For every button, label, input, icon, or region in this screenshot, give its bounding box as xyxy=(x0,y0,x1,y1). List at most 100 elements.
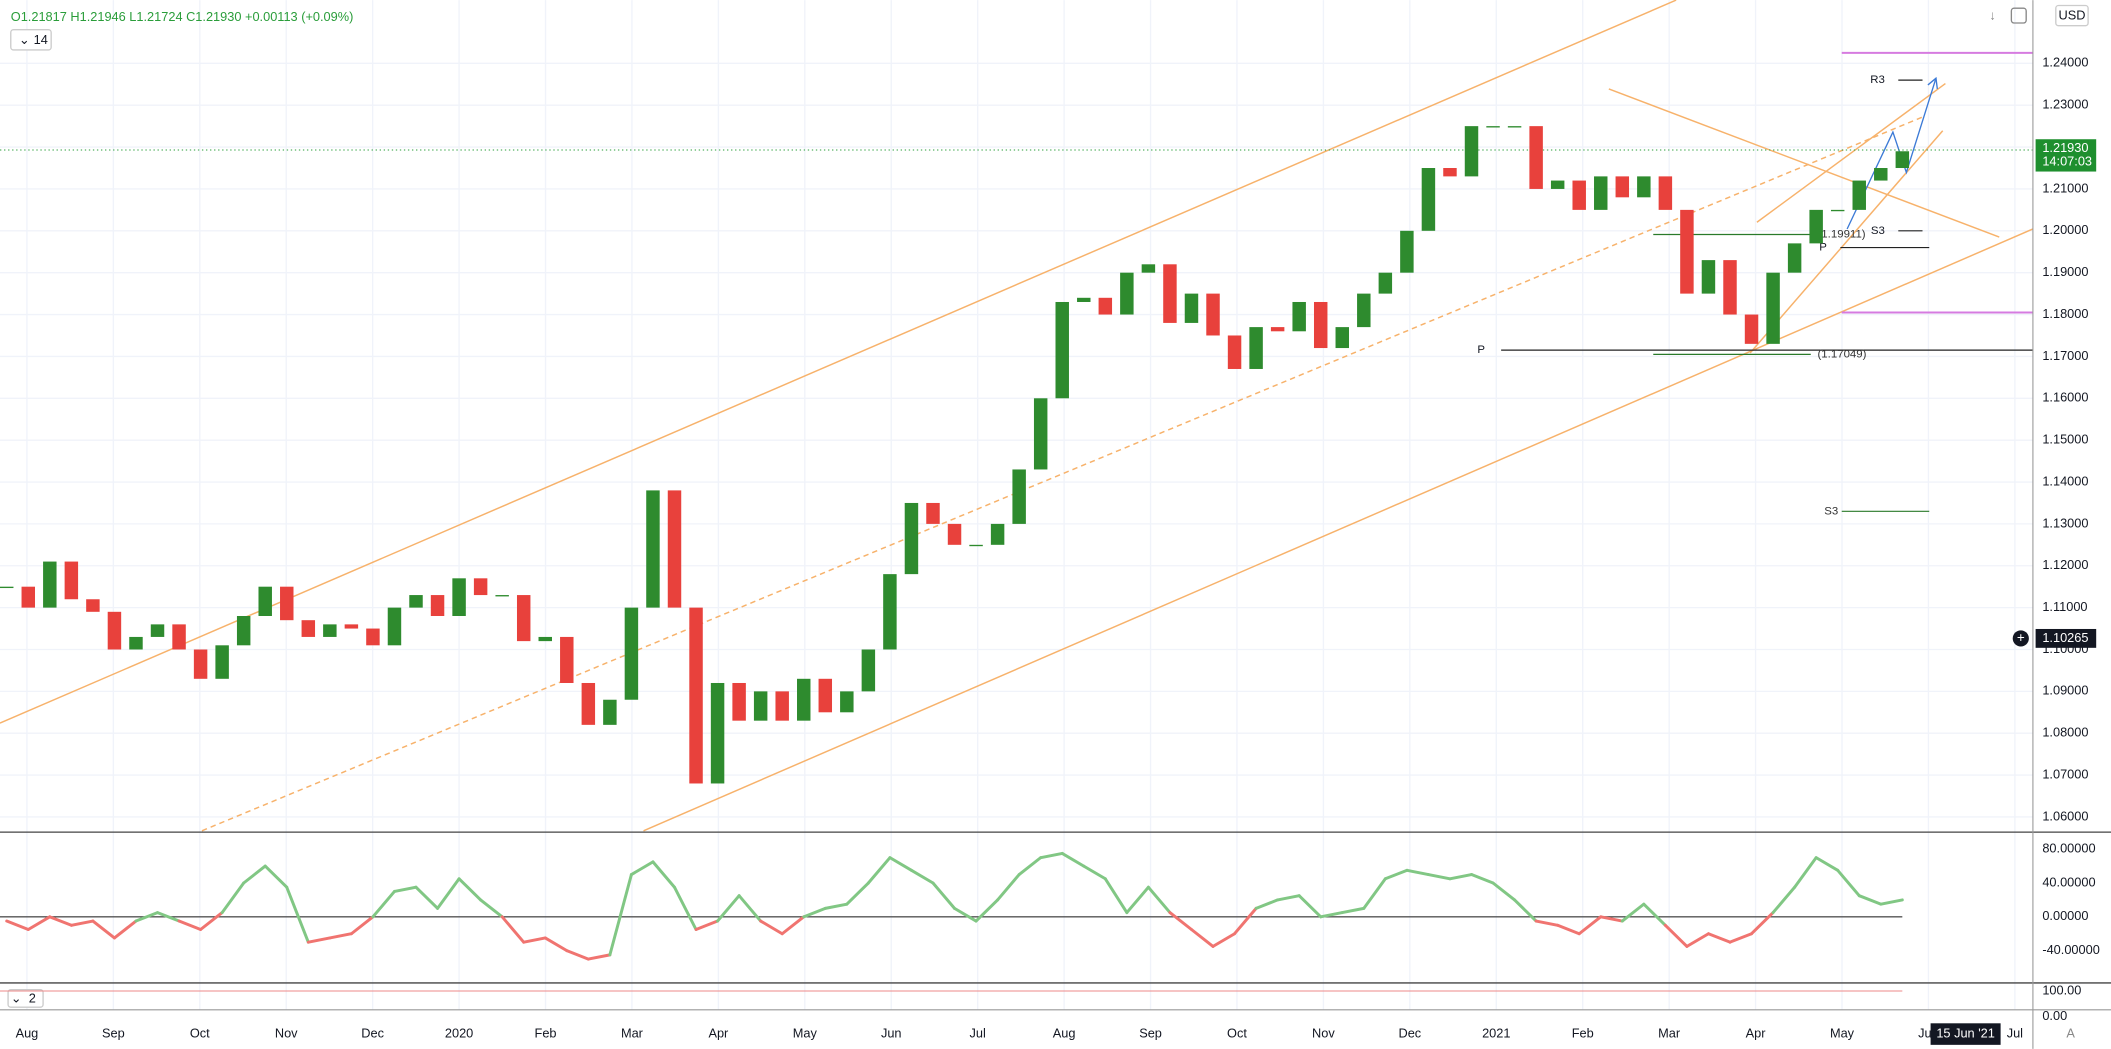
y-tick-label: 1.23000 xyxy=(2042,97,2088,112)
add-button xyxy=(2012,630,2029,647)
oscillator-segment xyxy=(1017,856,1043,877)
indicator-1-button[interactable] xyxy=(10,29,52,51)
candle-body xyxy=(926,502,940,524)
x-tick-label: May xyxy=(793,1025,818,1040)
x-tick-label: Jun xyxy=(881,1025,902,1040)
y-tick-label: 1.09000 xyxy=(2042,683,2088,698)
candle-body xyxy=(1787,243,1802,273)
candle-body xyxy=(1895,151,1910,169)
y-tick-label: 1.12000 xyxy=(2042,557,2088,572)
y-tick-label: 0.00 xyxy=(2042,1008,2067,1023)
candle-body xyxy=(710,682,725,784)
candle-body xyxy=(990,523,1005,545)
axes: 1.060001.070001.080001.090001.100001.110… xyxy=(16,55,2100,1045)
collapse-icon[interactable]: ⌄ xyxy=(11,990,22,1005)
x-tick-label: Aug xyxy=(1053,1025,1076,1040)
y-tick-label: 1.19000 xyxy=(2042,264,2088,279)
x-tick-label: Aug xyxy=(16,1025,39,1040)
oscillator-segment xyxy=(349,915,375,936)
add-icon[interactable]: + xyxy=(2017,630,2025,645)
oscillator-segment xyxy=(1082,864,1107,881)
candle-body xyxy=(1098,297,1113,315)
level-label: P xyxy=(1477,344,1485,356)
candle-body xyxy=(1874,168,1888,181)
oscillator-segment xyxy=(48,915,73,927)
y-tick-label: 80.00000 xyxy=(2042,841,2095,856)
candle-body xyxy=(21,586,36,608)
oscillator-segment xyxy=(414,885,440,910)
oscillator-segment xyxy=(953,906,978,923)
last-price-label: 1.21930 xyxy=(2042,140,2088,155)
currency-button[interactable] xyxy=(2055,4,2089,27)
candle-body xyxy=(280,586,294,621)
candle-body xyxy=(0,586,14,589)
fullscreen-icon[interactable] xyxy=(2010,7,2027,24)
oscillator-segment xyxy=(866,856,892,885)
x-tick-label: Dec xyxy=(361,1025,384,1040)
oscillator-segment xyxy=(629,860,655,877)
collapse-icon[interactable]: ⌄ xyxy=(19,32,30,47)
candle-body xyxy=(1357,293,1371,328)
candle-body xyxy=(43,561,57,608)
ohlc-legend: O1.21817 H1.21946 L1.21724 C1.21930 +0.0… xyxy=(11,9,354,24)
grid xyxy=(0,0,2033,1010)
candle-body xyxy=(1378,272,1393,294)
oscillator-segment xyxy=(479,898,504,919)
y-tick-label: 1.11000 xyxy=(2042,599,2087,614)
oscillator-segment xyxy=(1706,932,1732,944)
oscillator-segment xyxy=(199,911,224,931)
candle-body xyxy=(840,691,854,713)
candle-body xyxy=(1701,260,1716,294)
oscillator-segment xyxy=(69,919,95,927)
oscillator-segment xyxy=(26,915,52,931)
candle-body xyxy=(603,699,617,725)
oscillator-segment xyxy=(1879,898,1904,906)
candle-body xyxy=(818,678,833,713)
candle-body xyxy=(1184,293,1199,323)
candle-body xyxy=(732,682,746,721)
candle-body xyxy=(1529,126,1543,189)
indicator-2-button[interactable] xyxy=(7,988,44,1008)
oscillator-segment xyxy=(1771,885,1797,915)
candle-body xyxy=(1249,327,1263,369)
oscillator-segment xyxy=(1750,911,1775,936)
oscillator-segment xyxy=(909,868,935,885)
x-tick-label: Jul xyxy=(2007,1025,2023,1040)
candle-body xyxy=(1615,176,1630,198)
wedge-lower xyxy=(1749,130,1944,354)
y-tick-label: 1.24000 xyxy=(2042,55,2088,70)
crosshair-date: 15 Jun '21 xyxy=(1936,1025,1995,1040)
wedge-upper xyxy=(1756,82,1946,223)
y-tick-label: 0.00000 xyxy=(2042,908,2088,923)
candle-body xyxy=(1680,209,1694,294)
oscillator xyxy=(0,851,1904,961)
oscillator-segment xyxy=(651,860,676,889)
x-tick-label: Mar xyxy=(1658,1025,1681,1040)
x-tick-label: Feb xyxy=(1572,1025,1594,1040)
candle-body xyxy=(624,607,639,700)
crosshair-price: 1.10265 xyxy=(2042,630,2088,645)
candle-body xyxy=(538,636,552,642)
oscillator-segment xyxy=(156,911,181,923)
oscillator-segment xyxy=(522,936,547,944)
oscillator-segment xyxy=(780,915,806,936)
oscillator-segment xyxy=(608,873,633,957)
oscillator-segment xyxy=(177,919,203,931)
y-tick-label: 1.20000 xyxy=(2042,222,2088,237)
oscillator-segment xyxy=(5,919,30,931)
oscillator-segment xyxy=(1254,898,1280,910)
scroll-icon[interactable]: ↓ xyxy=(1989,8,1995,23)
candle-body xyxy=(1270,327,1285,332)
y-tick-label: 1.06000 xyxy=(2042,808,2088,823)
level-label: P xyxy=(1819,242,1827,254)
candle-body xyxy=(1292,301,1306,332)
candle-body xyxy=(495,595,509,597)
oscillator-segment xyxy=(1577,915,1603,936)
auto-scale[interactable]: A xyxy=(2066,1025,2075,1040)
oscillator-segment xyxy=(1060,851,1086,868)
x-tick-label: Oct xyxy=(190,1025,210,1040)
y-tick-label: 1.17000 xyxy=(2042,348,2088,363)
candle-body xyxy=(1227,335,1242,369)
currency-label: USD xyxy=(2058,8,2085,23)
